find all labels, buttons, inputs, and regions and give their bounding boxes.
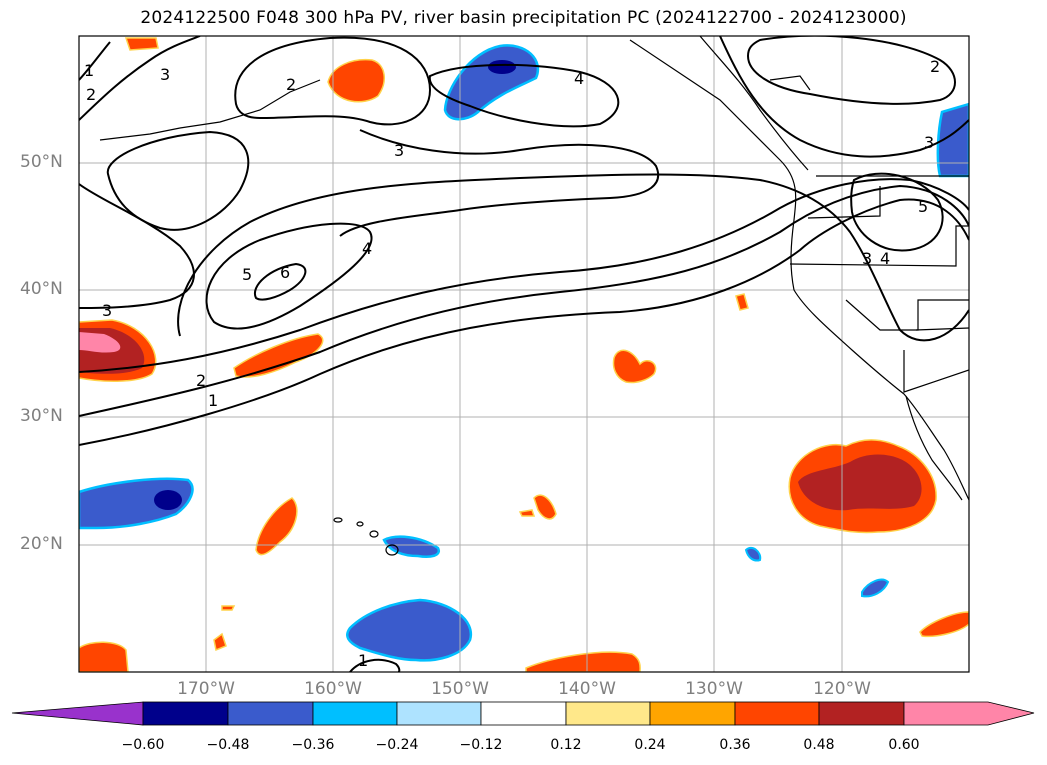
contour-label-4: 4 (880, 249, 890, 268)
map-frame (78, 35, 970, 673)
contour-label-5: 5 (242, 265, 252, 284)
lat-label-50n: 50°N (20, 152, 63, 172)
contour-label-2: 2 (286, 75, 296, 94)
coastline-layer (99, 36, 969, 501)
precip-negative-core (154, 490, 182, 510)
contour-label-1: 1 (208, 391, 218, 410)
lon-label-130w: 130°W (685, 679, 743, 699)
precip-negative-area (346, 598, 473, 662)
precip-positive-area (518, 509, 536, 517)
contour-label-6: 6 (280, 263, 290, 282)
colorbar-bin (142, 701, 229, 726)
colorbar-tick: −0.24 (375, 737, 419, 753)
lat-label-20n: 20°N (20, 534, 63, 554)
contour-label-3: 3 (394, 141, 404, 160)
islands (333, 517, 399, 556)
precip-negative-core (488, 60, 516, 74)
precip-positive-area (255, 497, 298, 556)
colorbar-tick: −0.36 (291, 737, 335, 753)
lon-label-160w: 160°W (304, 679, 362, 699)
contour-label-5: 5 (918, 197, 928, 216)
precip-positive-core (79, 332, 121, 353)
colorbar-bin (396, 701, 482, 726)
lon-label-170w: 170°W (177, 679, 235, 699)
map-gridlines (79, 36, 969, 672)
contour-label-2: 2 (196, 371, 206, 390)
pv-contour-line (234, 36, 432, 126)
precip-positive-area (919, 611, 969, 638)
precip-positive-area (798, 454, 922, 511)
precip-negative-area (744, 546, 762, 562)
pv-contours (79, 36, 969, 672)
precip-positive-area (124, 37, 159, 51)
colorbar-extend-max (903, 701, 1035, 726)
lat-label-40n: 40°N (20, 279, 63, 299)
colorbar-bin (649, 701, 736, 726)
contour-label-4: 4 (362, 239, 372, 258)
precip-positive-area (233, 333, 324, 378)
contour-label-3: 3 (160, 65, 170, 84)
pv-contour-line (79, 178, 969, 373)
colorbar-tick: 0.12 (550, 737, 582, 753)
colorbar-tick: 0.24 (634, 737, 666, 753)
colorbar-tick: 0.48 (803, 737, 835, 753)
colorbar-bin (818, 701, 905, 726)
precip-negative-area (861, 578, 890, 598)
colorbar-bin (227, 701, 314, 726)
pv-contour-line (205, 222, 373, 330)
precip-positive-area (735, 293, 749, 311)
lon-label-120w: 120°W (813, 679, 871, 699)
pv-contour-line (79, 41, 111, 81)
pv-contour-line (850, 172, 944, 252)
colorbar-tick: −0.12 (459, 737, 503, 753)
contour-label-4: 4 (574, 69, 584, 88)
pv-contour-line (428, 63, 620, 128)
precip-positive-area (79, 641, 129, 672)
pv-contour-line (339, 129, 660, 237)
contour-label-3: 3 (102, 301, 112, 320)
colorbar-bin (734, 701, 820, 726)
precip-positive-area (327, 58, 385, 103)
lon-label-150w: 150°W (431, 679, 489, 699)
pv-contour-line (79, 184, 969, 417)
contour-label-1: 1 (358, 651, 368, 670)
pv-contour-line (719, 36, 969, 158)
colorbar-bin (480, 701, 567, 726)
colorbar-tick: 0.60 (888, 737, 920, 753)
pv-contour-line (79, 198, 969, 446)
contour-label-3: 3 (862, 249, 872, 268)
precip-positive-area (213, 632, 227, 652)
colorbar-bin (565, 701, 651, 726)
precip-positive-area (221, 605, 236, 611)
contour-label-2: 2 (930, 57, 940, 76)
pv-contour-line (349, 658, 401, 672)
plot-title: 2024122500 F048 300 hPa PV, river basin … (140, 8, 907, 28)
lon-label-140w: 140°W (558, 679, 616, 699)
pv-contour-line (79, 36, 201, 121)
colorbar-extend-min (11, 701, 144, 726)
precip-positive-area (525, 651, 641, 672)
contour-label-1: 1 (84, 61, 94, 80)
precip-negative-area (382, 535, 440, 558)
pv-contour-labels: 1 2 3 4 5 6 3 4 2 3 5 3 4 1 2 3 2 1 (84, 57, 940, 670)
pv-contour-line (106, 130, 250, 231)
precip-negative-area (443, 44, 539, 121)
pv-contour-line (177, 173, 969, 342)
precip-positive-area (612, 349, 657, 384)
colorbar-bin (312, 701, 398, 726)
contour-label-3: 3 (924, 133, 934, 152)
contour-label-2: 2 (86, 85, 96, 104)
pv-contour-line (79, 183, 195, 309)
lat-label-30n: 30°N (20, 406, 63, 426)
pv-contour-line (253, 262, 307, 301)
colorbar-tick: −0.48 (206, 737, 250, 753)
precip-positive-area (533, 494, 557, 520)
colorbar-tick: 0.36 (719, 737, 751, 753)
colorbar (11, 701, 1035, 726)
colorbar-tick: −0.60 (121, 737, 165, 753)
pv-contour-line (746, 36, 956, 105)
